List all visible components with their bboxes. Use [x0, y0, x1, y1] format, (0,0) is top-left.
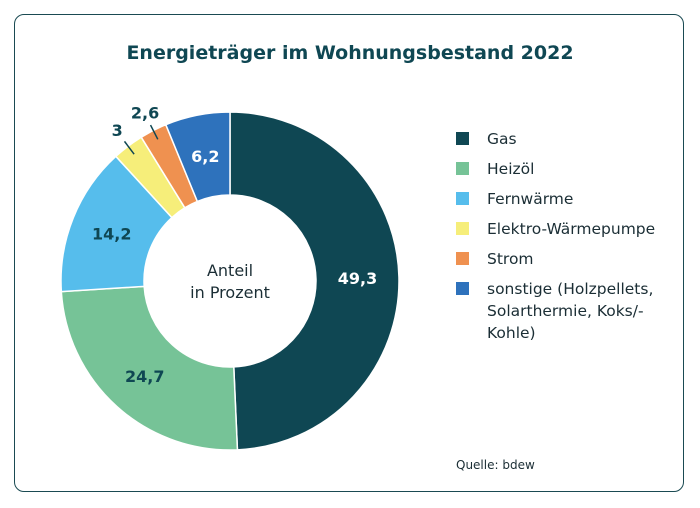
value-label-strom: 2,6 [131, 103, 159, 122]
value-label-elektro-wärmepumpe: 3 [112, 121, 123, 140]
legend-label: Gas [487, 130, 517, 148]
legend-item-fernwärme: Fernwärme [456, 188, 676, 210]
value-label-fernwärme: 14,2 [92, 224, 131, 243]
chart-title: Energieträger im Wohnungsbestand 2022 [126, 42, 574, 64]
center-label-line-2: in Prozent [190, 283, 270, 302]
legend-swatch [456, 252, 469, 265]
legend-label: Fernwärme [487, 190, 574, 208]
slice-heizöl [60, 285, 239, 451]
legend-item-elektro-wärmepumpe: Elektro-Wärmepumpe [456, 218, 676, 240]
slice-gas [229, 111, 400, 451]
value-label-sonstige: 6,2 [191, 147, 219, 166]
legend-item-gas: Gas [456, 128, 676, 150]
legend-label: Elektro-Wärmepumpe [487, 220, 656, 238]
legend-swatch [456, 192, 469, 205]
leader-line-elektro-wärmepumpe [123, 140, 135, 155]
legend-item-strom: Strom [456, 248, 676, 270]
slice-sonstige [164, 111, 231, 203]
legend-label: Heizöl [487, 160, 535, 178]
value-label-gas: 49,3 [338, 269, 377, 288]
legend-item-sonstige: sonstige (Holzpellets, Solarthermie, Koks… [456, 278, 676, 344]
legend-item-heizöl: Heizöl [456, 158, 676, 180]
legend: Gas Heizöl Fernwärme Elektro-Wärmepumpe Stro… [456, 128, 676, 352]
leader-line-strom [149, 124, 159, 140]
legend-swatch [456, 162, 469, 175]
value-label-heizöl: 24,7 [125, 367, 164, 386]
legend-label: sonstige (Holzpellets, Solarthermie, Koks… [487, 280, 654, 342]
legend-swatch [456, 222, 469, 235]
legend-swatch [456, 132, 469, 145]
center-label-line-1: Anteil [207, 261, 253, 280]
source-note: Quelle: bdew [456, 458, 535, 472]
legend-label: Strom [487, 250, 534, 268]
legend-swatch [456, 282, 469, 295]
